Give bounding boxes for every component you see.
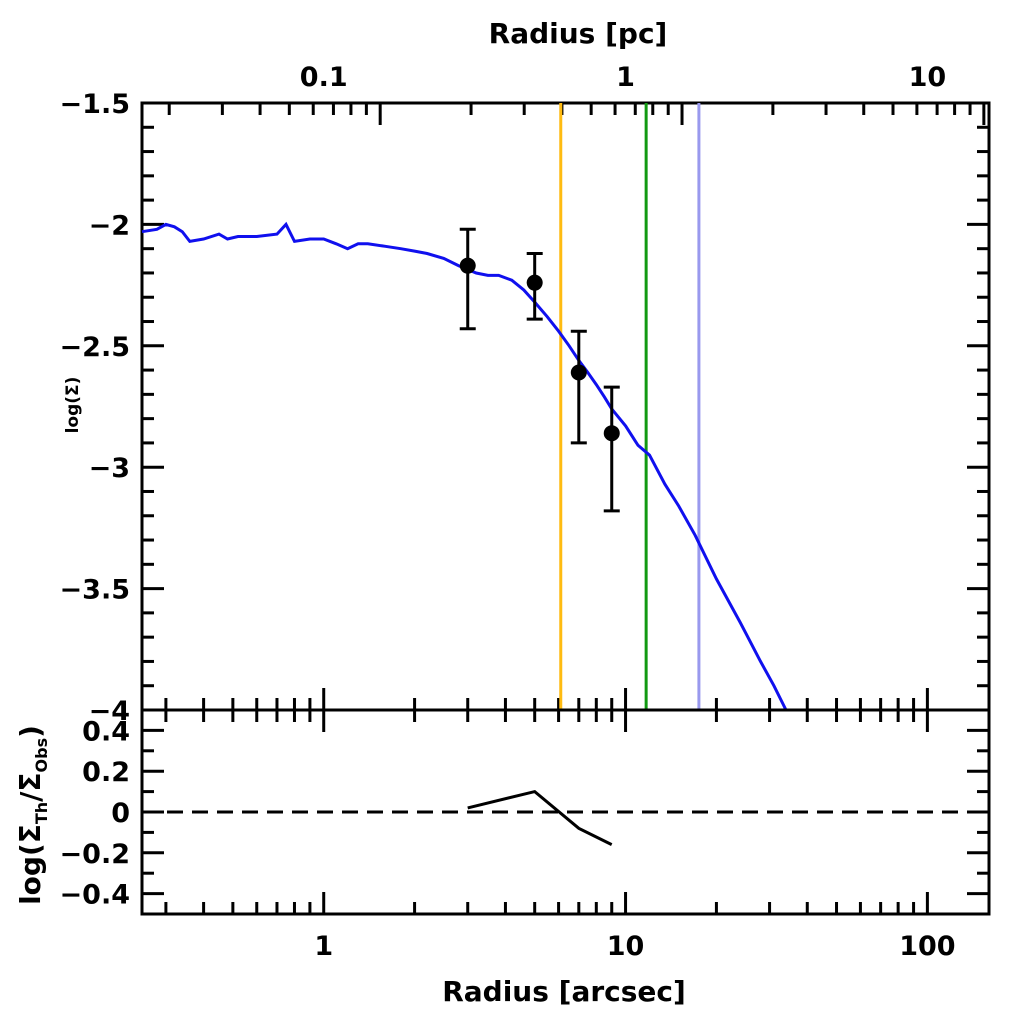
data-point-group [526, 252, 543, 321]
data-point-marker [603, 425, 620, 442]
top-axis-title: Radius [pc] [489, 17, 668, 50]
data-point-group [570, 329, 587, 445]
residual-y-tick-label: 0 [111, 798, 130, 829]
residual-y-tick-label: 0.4 [82, 716, 130, 747]
main-panel: −1.5 −2 −2.5 −3 −3.5 −4 0.1 1 10 [60, 62, 991, 727]
residual-ylabel-sub-obs: Obs [32, 738, 51, 773]
top-x-tick-label: 0.1 [300, 62, 348, 93]
main-y-tick-label: −4 [89, 696, 130, 727]
main-y-tick-label: −3.5 [60, 575, 130, 606]
residual-ylabel-sub-th: Th [32, 802, 51, 824]
data-points [459, 227, 620, 513]
top-x-tick-labels: 0.1 1 10 [300, 62, 946, 93]
data-point-marker [570, 364, 587, 381]
data-point-marker [526, 274, 543, 291]
data-point-marker [459, 257, 476, 274]
residual-ylabel-part-1: log(Σ [14, 824, 47, 905]
top-x-tick-label: 1 [616, 62, 635, 93]
residual-y-tick-label: −0.2 [60, 839, 130, 870]
residual-y-tick-labels: 0.4 0.2 0 −0.2 −0.4 [60, 716, 130, 910]
bottom-x-tick-labels: 1 10 100 [314, 931, 955, 962]
top-x-tick-label: 10 [909, 62, 947, 93]
model-profile-line [141, 221, 788, 711]
residual-panel: 0.4 0.2 0 −0.2 −0.4 1 10 100 [60, 708, 991, 962]
main-y-tick-label: −2 [89, 210, 130, 241]
bottom-axis-title: Radius [arcsec] [442, 975, 686, 1008]
residual-y-tick-label: −0.4 [60, 880, 130, 911]
main-y-tick-label: −1.5 [60, 89, 130, 120]
main-y-axis-title: log(Σ) [63, 377, 83, 434]
data-point-group [603, 385, 620, 513]
main-ticks [142, 101, 989, 712]
bottom-x-tick-label: 1 [314, 931, 333, 962]
residual-ylabel-part-2: /Σ [14, 772, 47, 801]
bottom-x-tick-label: 10 [607, 931, 645, 962]
residual-ylabel-part-3: ) [14, 725, 47, 738]
main-y-tick-labels: −1.5 −2 −2.5 −3 −3.5 −4 [60, 89, 130, 727]
bottom-x-tick-label: 100 [899, 931, 955, 962]
main-y-tick-label: −2.5 [60, 332, 130, 363]
residual-y-axis-title: log(ΣTh/ΣObs) [14, 725, 51, 905]
main-vlines [559, 103, 701, 710]
main-y-tick-label: −3 [89, 453, 130, 484]
main-plot-frame [140, 101, 991, 712]
residual-y-tick-label: 0.2 [82, 757, 130, 788]
residual-line [467, 789, 613, 846]
data-point-group [459, 227, 476, 331]
